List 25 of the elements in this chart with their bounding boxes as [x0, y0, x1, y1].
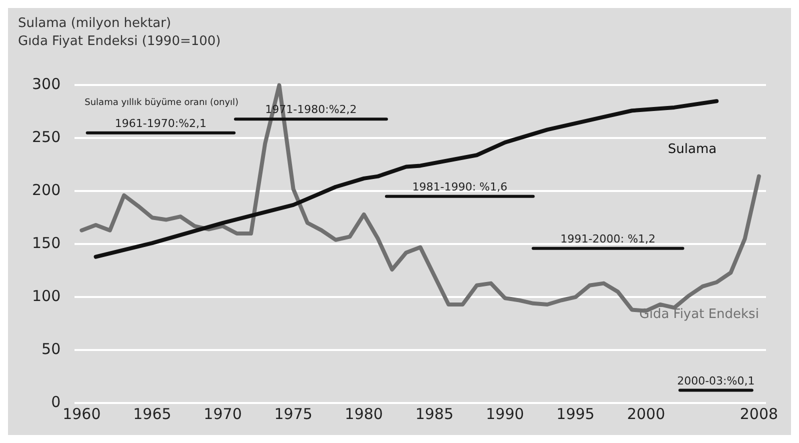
x-tick-label: 1975 — [274, 404, 312, 423]
x-tick-label: 1985 — [415, 404, 454, 423]
chart-subtitle: Gıda Fiyat Endeksi (1990=100) — [18, 34, 221, 49]
y-tick-label: 300 — [32, 75, 61, 94]
x-tick-label: 2008 — [740, 404, 778, 423]
y-tick-label: 0 — [51, 392, 61, 411]
x-tick-label: 1990 — [486, 404, 524, 423]
y-tick-label: 150 — [32, 234, 61, 252]
y-tick-label: 100 — [32, 286, 61, 305]
text: Sulama — [668, 142, 717, 157]
x-tick-label: 1970 — [204, 404, 242, 423]
series-label: 2000-03:%0,1 — [677, 374, 755, 388]
y-tick-label: 250 — [32, 128, 61, 146]
y-tick-label: 50 — [42, 340, 61, 358]
x-tick-label: 1965 — [133, 404, 172, 423]
annotation: Sulama yıllık büyüme oranı (onyıl) — [84, 98, 239, 108]
chart-title: Sulama (milyon hektar) — [18, 16, 172, 32]
x-tick-label: 2000 — [626, 404, 666, 423]
y-tick-label: 200 — [32, 181, 61, 200]
series-label: 1961-1970:%2,1 — [114, 116, 207, 130]
series-label: 1991-2000: %1,2 — [560, 232, 656, 246]
x-tick-label: 1980 — [344, 404, 383, 423]
x-tick-label: 1995 — [556, 404, 595, 423]
x-tick-label: 1960 — [62, 404, 101, 423]
series-label: 1981-1990: %1,6 — [412, 180, 508, 194]
